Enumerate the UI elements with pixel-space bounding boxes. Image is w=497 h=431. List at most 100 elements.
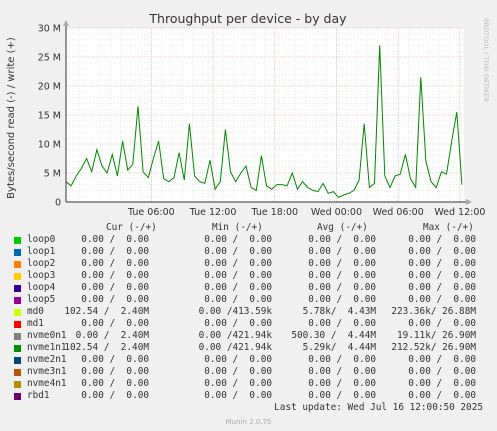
legend-min: 0.00 /413.59k (198, 306, 272, 317)
x-tick-label: Wed 00:00 (311, 207, 362, 218)
x-axis-arrow (466, 199, 472, 205)
legend-header: Cur (-/+) Min (-/+) Avg (-/+) Max (-/+) (0, 222, 497, 234)
legend-cur: 0.00 / 0.00 (81, 270, 149, 281)
legend-cur: 0.00 / 0.00 (81, 366, 149, 377)
legend-min: 0.00 / 0.00 (204, 318, 272, 329)
legend-avg: 0.00 / 0.00 (308, 366, 376, 377)
legend-min: 0.00 / 0.00 (204, 282, 272, 293)
legend-name: loop1 (27, 246, 56, 257)
legend-max: 0.00 / 0.00 (408, 234, 476, 245)
chart-title: Throughput per device - by day (148, 11, 347, 26)
legend-name: loop3 (27, 270, 56, 281)
legend-max: 212.52k/ 26.90M (391, 342, 476, 353)
x-tick-label: Tue 06:00 (127, 207, 175, 218)
legend-row-loop1: loop1 0.00 / 0.00 0.00 / 0.00 0.00 / 0.00 0.… (0, 246, 497, 258)
legend-max: 0.00 / 0.00 (408, 246, 476, 257)
legend-max: 0.00 / 0.00 (408, 282, 476, 293)
legend-swatch (14, 297, 21, 304)
legend-header-max: Max (-/+) (423, 222, 474, 233)
legend-cur: 0.00 / 0.00 (81, 258, 149, 269)
rrdtool-credit: RRDTOOL / TOBI OETIKER (482, 18, 490, 102)
legend-name: nvme3n1 (27, 366, 67, 377)
legend-cur: 0.00 / 0.00 (81, 246, 149, 257)
x-tick-label: Wed 06:00 (373, 207, 424, 218)
legend-min: 0.00 / 0.00 (204, 270, 272, 281)
legend-name: nvme1n1 (27, 342, 67, 353)
legend-swatch (14, 273, 21, 280)
legend-avg: 0.00 / 0.00 (308, 282, 376, 293)
legend-avg: 500.30 / 4.44M (291, 330, 376, 341)
y-tick-label: 5 M (44, 169, 61, 180)
legend-max: 0.00 / 0.00 (408, 270, 476, 281)
legend-max: 0.00 / 0.00 (408, 390, 476, 401)
legend-min: 0.00 / 0.00 (204, 366, 272, 377)
legend-row-loop3: loop3 0.00 / 0.00 0.00 / 0.00 0.00 / 0.00 0.… (0, 270, 497, 282)
y-tick-label: 30 M (38, 24, 61, 35)
legend-header-avg: Avg (-/+) (317, 222, 368, 233)
legend-swatch (14, 357, 21, 364)
y-axis-label: Bytes/second read (-) / write (+) (6, 37, 17, 199)
legend-row-nvme0n1: nvme0n1 0.00 / 2.40M 0.00 /421.94k 500.30 /… (0, 330, 497, 342)
legend-name: nvme2n1 (27, 354, 67, 365)
legend-row-loop0: loop0 0.00 / 0.00 0.00 / 0.00 0.00 / 0.00 0.… (0, 234, 497, 246)
legend-cur: 0.00 / 0.00 (81, 294, 149, 305)
legend-swatch (14, 369, 21, 376)
series-line-md0 (65, 45, 463, 199)
legend-max: 0.00 / 0.00 (408, 354, 476, 365)
legend-name: nvme4n1 (27, 378, 67, 389)
legend-avg: 0.00 / 0.00 (308, 270, 376, 281)
legend-min: 0.00 / 0.00 (204, 246, 272, 257)
legend-header-cur: Cur (-/+) (106, 222, 157, 233)
legend-cur: 0.00 / 0.00 (81, 378, 149, 389)
legend-avg: 0.00 / 0.00 (308, 258, 376, 269)
y-tick-label: 15 M (38, 111, 61, 122)
legend-swatch (14, 321, 21, 328)
legend-min: 0.00 / 0.00 (204, 354, 272, 365)
y-tick-label: 20 M (38, 82, 61, 93)
legend-min: 0.00 / 0.00 (204, 258, 272, 269)
legend-min: 0.00 / 0.00 (204, 234, 272, 245)
legend-cur: 0.00 / 0.00 (81, 318, 149, 329)
legend-avg: 0.00 / 0.00 (308, 390, 376, 401)
legend-cur: 0.00 / 0.00 (81, 282, 149, 293)
legend-name: loop4 (27, 282, 56, 293)
legend-avg: 0.00 / 0.00 (308, 318, 376, 329)
legend-swatch (14, 333, 21, 340)
legend-avg: 0.00 / 0.00 (308, 378, 376, 389)
legend-name: md1 (27, 318, 44, 329)
legend-max: 223.36k/ 26.88M (391, 306, 476, 317)
legend-row-nvme3n1: nvme3n1 0.00 / 0.00 0.00 / 0.00 0.00 / 0.00… (0, 366, 497, 378)
y-tick-label: 25 M (38, 53, 61, 64)
legend-name: loop0 (27, 234, 56, 245)
legend-row-md0: md0 102.54 / 2.40M 0.00 /413.59k 5.78k/ 4.4… (0, 306, 497, 318)
legend-row-loop4: loop4 0.00 / 0.00 0.00 / 0.00 0.00 / 0.00 0.… (0, 282, 497, 294)
legend-swatch (14, 285, 21, 292)
legend-cur: 0.00 / 2.40M (75, 330, 149, 341)
legend-row-nvme1n1: nvme1n1 102.54 / 2.40M 0.00 /421.94k 5.29k/… (0, 342, 497, 354)
legend-min: 0.00 / 0.00 (204, 294, 272, 305)
legend-avg: 5.29k/ 4.44M (302, 342, 376, 353)
legend-max: 0.00 / 0.00 (408, 318, 476, 329)
legend-avg: 0.00 / 0.00 (308, 294, 376, 305)
legend-swatch (14, 345, 21, 352)
legend-avg: 0.00 / 0.00 (308, 234, 376, 245)
legend-name: loop2 (27, 258, 56, 269)
grid (66, 27, 464, 202)
legend-max: 0.00 / 0.00 (408, 366, 476, 377)
legend-max: 19.11k/ 26.90M (396, 330, 476, 341)
legend-swatch (14, 393, 21, 400)
last-update: Last update: Wed Jul 16 12:00:50 2025 (274, 402, 483, 413)
legend-swatch (14, 237, 21, 244)
legend-row-rbd1: rbd1 0.00 / 0.00 0.00 / 0.00 0.00 / 0.00 0.0… (0, 390, 497, 402)
legend-row-nvme2n1: nvme2n1 0.00 / 0.00 0.00 / 0.00 0.00 / 0.00… (0, 354, 497, 366)
legend-swatch (14, 381, 21, 388)
legend-row-nvme4n1: nvme4n1 0.00 / 0.00 0.00 / 0.00 0.00 / 0.00… (0, 378, 497, 390)
legend-name: loop5 (27, 294, 56, 305)
legend-swatch (14, 261, 21, 268)
x-tick-label: Tue 18:00 (250, 207, 298, 218)
legend-cur: 0.00 / 0.00 (81, 354, 149, 365)
y-ticks: 0 5 M 10 M 15 M 20 M 25 M 30 M (38, 24, 61, 209)
legend-cur: 102.54 / 2.40M (64, 342, 149, 353)
y-tick-label: 10 M (38, 140, 61, 151)
